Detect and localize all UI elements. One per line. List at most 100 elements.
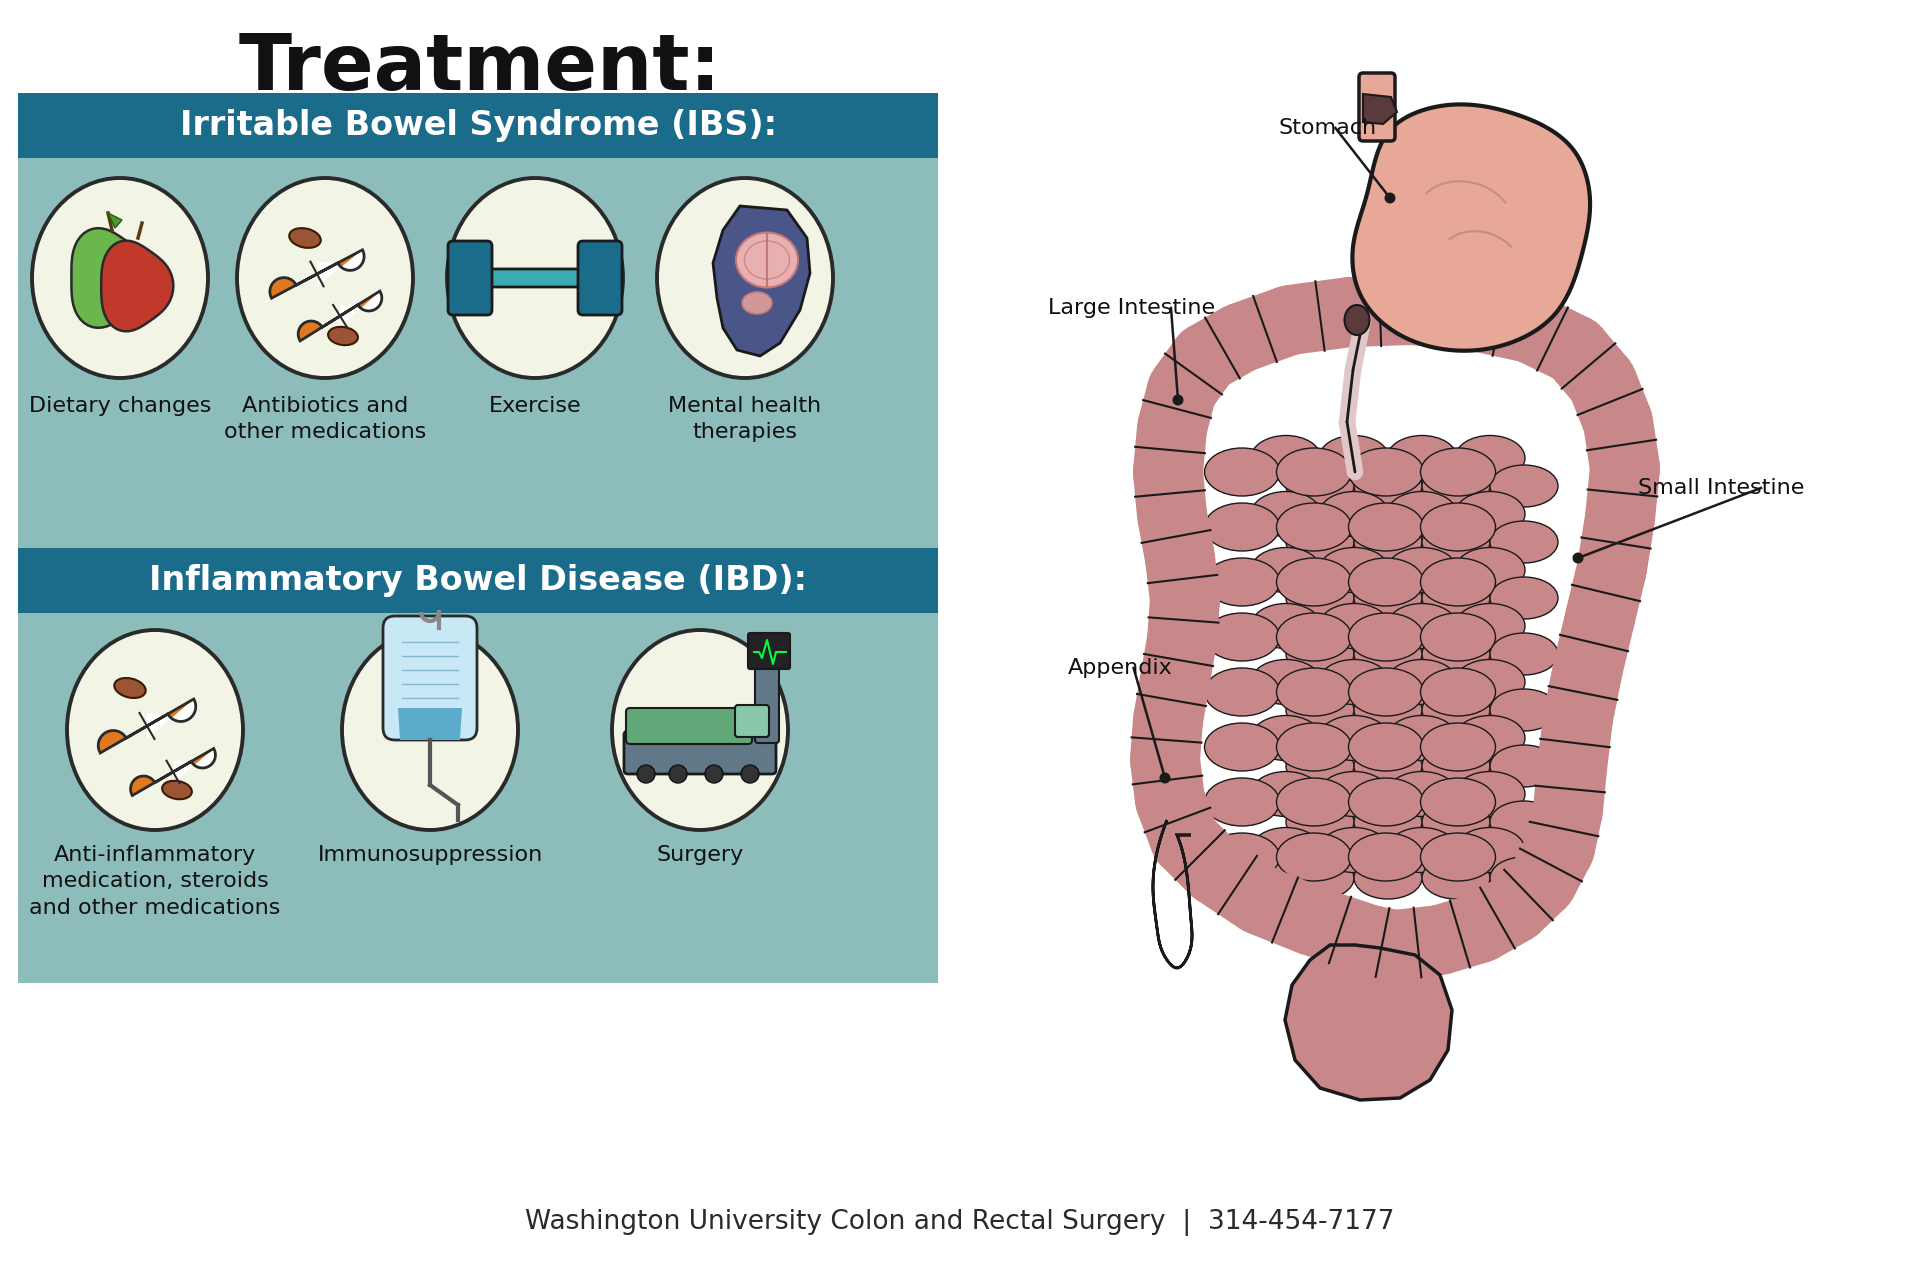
Ellipse shape — [1319, 660, 1388, 705]
Ellipse shape — [1354, 801, 1423, 844]
Ellipse shape — [1286, 521, 1354, 562]
Polygon shape — [1553, 610, 1634, 676]
Ellipse shape — [1423, 801, 1490, 844]
FancyBboxPatch shape — [626, 707, 753, 744]
Ellipse shape — [1286, 745, 1354, 787]
Ellipse shape — [1204, 448, 1279, 496]
Ellipse shape — [1252, 715, 1321, 760]
Ellipse shape — [290, 228, 321, 248]
Circle shape — [1576, 533, 1647, 603]
Circle shape — [1532, 776, 1603, 845]
Circle shape — [1140, 644, 1210, 715]
Ellipse shape — [612, 630, 787, 830]
Ellipse shape — [1421, 559, 1496, 607]
Circle shape — [1275, 885, 1346, 955]
Text: Inflammatory Bowel Disease (IBD):: Inflammatory Bowel Disease (IBD): — [150, 564, 806, 596]
Ellipse shape — [1490, 633, 1557, 675]
Text: Anti-inflammatory
medication, steroids
and other medications: Anti-inflammatory medication, steroids a… — [29, 845, 280, 918]
Circle shape — [1137, 393, 1208, 463]
Ellipse shape — [236, 178, 413, 378]
Ellipse shape — [1386, 547, 1457, 593]
Ellipse shape — [1277, 668, 1352, 716]
Circle shape — [1538, 733, 1607, 803]
Polygon shape — [98, 699, 196, 753]
Polygon shape — [148, 699, 196, 739]
Circle shape — [668, 765, 687, 783]
Text: Surgery: Surgery — [657, 845, 743, 865]
FancyBboxPatch shape — [578, 241, 622, 315]
Polygon shape — [1567, 560, 1645, 627]
Polygon shape — [108, 213, 123, 228]
Circle shape — [1359, 910, 1430, 980]
FancyBboxPatch shape — [624, 731, 776, 774]
Ellipse shape — [657, 178, 833, 378]
Circle shape — [1133, 685, 1204, 755]
Circle shape — [1375, 275, 1446, 346]
Polygon shape — [317, 250, 365, 286]
Circle shape — [1553, 633, 1622, 702]
Circle shape — [1181, 835, 1250, 905]
Ellipse shape — [1423, 578, 1490, 619]
FancyBboxPatch shape — [755, 665, 780, 743]
Circle shape — [1150, 805, 1219, 875]
Ellipse shape — [1319, 827, 1388, 873]
FancyBboxPatch shape — [17, 93, 939, 158]
Ellipse shape — [1286, 465, 1354, 507]
Polygon shape — [71, 228, 154, 328]
Polygon shape — [1196, 841, 1279, 929]
Ellipse shape — [1490, 521, 1557, 562]
Ellipse shape — [1319, 547, 1388, 593]
Polygon shape — [1284, 277, 1356, 354]
Text: Irritable Bowel Syndrome (IBS):: Irritable Bowel Syndrome (IBS): — [179, 108, 776, 142]
Text: Appendix: Appendix — [1068, 658, 1173, 678]
Circle shape — [1206, 303, 1275, 373]
Text: Washington University Colon and Rectal Surgery  |  314-454-7177: Washington University Colon and Rectal S… — [526, 1208, 1394, 1236]
FancyBboxPatch shape — [17, 549, 939, 613]
Circle shape — [1315, 277, 1384, 347]
Ellipse shape — [1319, 435, 1388, 480]
Polygon shape — [1350, 275, 1411, 347]
Polygon shape — [131, 749, 215, 796]
Polygon shape — [1363, 905, 1402, 980]
Circle shape — [1572, 552, 1584, 564]
Ellipse shape — [1204, 778, 1279, 826]
Polygon shape — [1160, 816, 1240, 895]
Polygon shape — [1284, 944, 1452, 1100]
Circle shape — [1524, 813, 1596, 883]
Polygon shape — [1140, 634, 1217, 686]
Ellipse shape — [1455, 547, 1524, 593]
Polygon shape — [1133, 469, 1208, 518]
Polygon shape — [1137, 788, 1217, 852]
Ellipse shape — [1252, 772, 1321, 817]
Ellipse shape — [1423, 857, 1490, 899]
FancyBboxPatch shape — [17, 613, 939, 984]
Circle shape — [1225, 865, 1294, 934]
FancyBboxPatch shape — [17, 158, 939, 549]
Circle shape — [1146, 356, 1217, 425]
Ellipse shape — [1344, 305, 1369, 335]
Polygon shape — [298, 291, 382, 340]
Polygon shape — [1188, 308, 1258, 388]
Ellipse shape — [1354, 521, 1423, 562]
Polygon shape — [1363, 95, 1398, 124]
Circle shape — [1256, 285, 1325, 356]
Circle shape — [637, 765, 655, 783]
Polygon shape — [1300, 886, 1380, 973]
Polygon shape — [1463, 878, 1532, 958]
Ellipse shape — [1421, 834, 1496, 881]
Ellipse shape — [1423, 633, 1490, 675]
Text: Mental health
therapies: Mental health therapies — [668, 396, 822, 443]
Ellipse shape — [1455, 715, 1524, 760]
FancyBboxPatch shape — [447, 241, 492, 315]
Ellipse shape — [1348, 503, 1423, 551]
Ellipse shape — [1386, 827, 1457, 873]
Ellipse shape — [1348, 778, 1423, 826]
Ellipse shape — [1490, 689, 1557, 731]
Polygon shape — [1569, 369, 1651, 435]
Ellipse shape — [1348, 834, 1423, 881]
Ellipse shape — [1354, 578, 1423, 619]
Ellipse shape — [1423, 465, 1490, 507]
Circle shape — [1507, 847, 1576, 917]
Ellipse shape — [1286, 578, 1354, 619]
Ellipse shape — [1421, 613, 1496, 661]
